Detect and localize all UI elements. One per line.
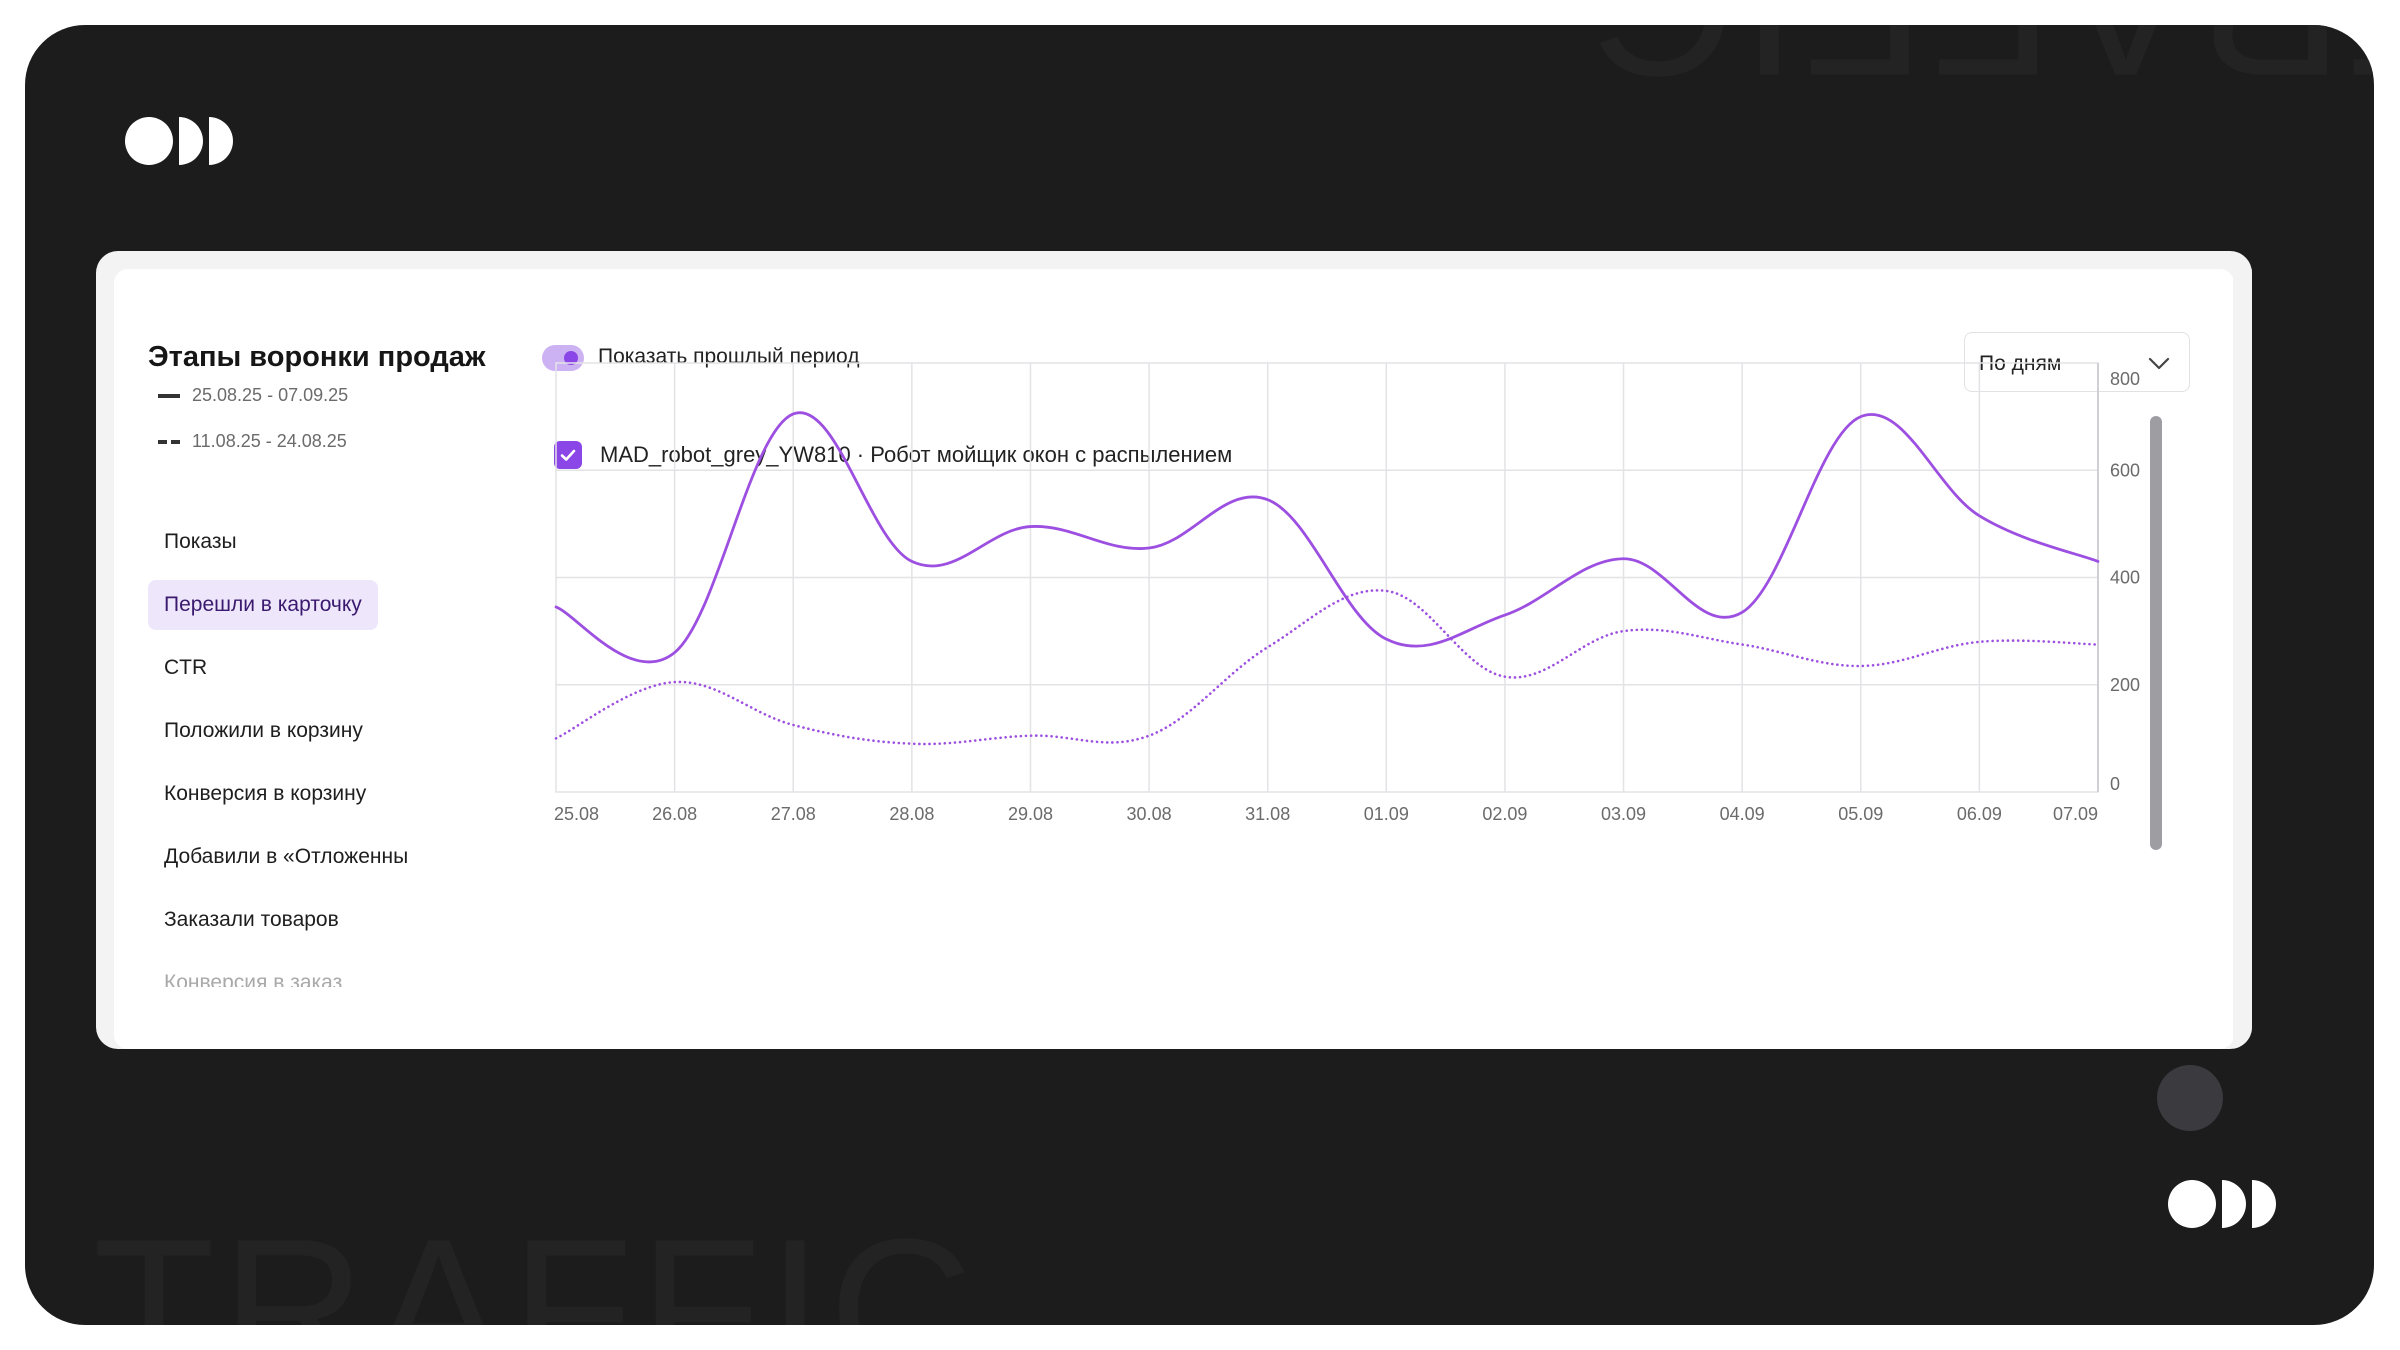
funnel-line-chart: 25.08 26.08 27.08 28.08 29.08 30.08 31.08 01.09…	[554, 362, 2140, 824]
x-tick-label: 01.09	[1364, 804, 1409, 824]
scrollbar-track[interactable]	[2233, 269, 2252, 1049]
x-tick-label: 06.09	[1957, 804, 2002, 824]
x-tick-label: 30.08	[1127, 804, 1172, 824]
legend-current: 25.08.25 - 07.09.25	[158, 385, 348, 406]
x-tick-label: 26.08	[652, 804, 697, 824]
metric-item-cart-conversion[interactable]: Конверсия в корзину	[164, 782, 367, 805]
checkmark-icon	[560, 449, 576, 461]
y-tick-label: 400	[2110, 568, 2140, 588]
y-tick-label: 800	[2110, 369, 2140, 389]
chevron-down-icon	[2148, 357, 2170, 370]
x-tick-label: 07.09	[2053, 804, 2098, 824]
x-tick-label: 31.08	[1245, 804, 1290, 824]
metric-item-ctr[interactable]: CTR	[164, 656, 208, 679]
funnel-panel: Этапы воронки продаж Показать прошлый пе…	[114, 269, 2234, 1049]
x-tick-label: 29.08	[1008, 804, 1053, 824]
product-label: MAD_robot_grey_YW810 · Робот мойщик окон…	[600, 442, 1233, 467]
legend-previous: 11.08.25 - 24.08.25	[158, 431, 347, 452]
x-tick-label: 28.08	[889, 804, 934, 824]
floating-action-button[interactable]	[2157, 1065, 2223, 1131]
watermark-bottom: TRAFFIC	[93, 1198, 980, 1326]
x-tick-label: 02.09	[1482, 804, 1527, 824]
brand-logo	[125, 117, 233, 165]
dashed-line-icon	[158, 439, 180, 444]
solid-line-icon	[158, 393, 180, 398]
page-title: Этапы воронки продаж	[148, 341, 486, 373]
x-tick-label: 27.08	[771, 804, 816, 824]
x-tick-label: 04.09	[1720, 804, 1765, 824]
metric-list: Показы Перешли в карточку CTR Положили в…	[148, 517, 408, 987]
series-line-previous	[554, 589, 2100, 746]
funnel-card: Этапы воронки продаж Показать прошлый пе…	[96, 251, 2252, 1049]
legend-current-label: 25.08.25 - 07.09.25	[192, 385, 349, 405]
x-tick-label: 05.09	[1838, 804, 1883, 824]
scrollbar-thumb[interactable]	[2150, 416, 2162, 850]
product-checkbox[interactable]	[554, 441, 582, 469]
product-filter[interactable]: MAD_robot_grey_YW810 · Робот мойщик окон…	[554, 441, 1232, 469]
metric-item-added-to-cart[interactable]: Положили в корзину	[164, 719, 363, 742]
metric-item-orders[interactable]: Заказали товаров	[164, 908, 339, 931]
metric-item-card-visits[interactable]: Перешли в карточку	[148, 580, 378, 630]
y-tick-label: 0	[2110, 774, 2120, 794]
y-tick-label: 200	[2110, 675, 2140, 695]
show-previous-period-toggle[interactable]	[542, 345, 584, 371]
legend-previous-label: 11.08.25 - 24.08.25	[192, 431, 347, 451]
series-line-current	[554, 411, 2100, 664]
y-tick-label: 600	[2110, 460, 2140, 480]
x-tick-label: 25.08	[554, 804, 599, 824]
watermark-top: TRAFFIC	[1585, 25, 2374, 117]
toggle-knob	[564, 351, 578, 365]
x-tick-label: 03.09	[1601, 804, 1646, 824]
metric-item-impressions[interactable]: Показы	[164, 530, 237, 553]
brand-logo-bottom	[2168, 1180, 2276, 1228]
metric-item-wishlist[interactable]: Добавили в «Отложенные»	[164, 845, 408, 868]
metric-item-order-conversion[interactable]: Конверсия в заказ	[164, 971, 343, 987]
